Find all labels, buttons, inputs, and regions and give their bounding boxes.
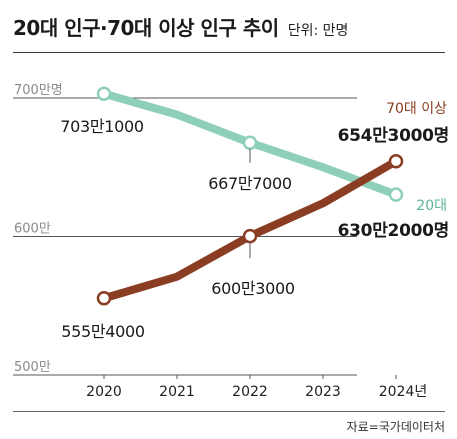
chart-title-block: 20대 인구·70대 이상 인구 추이 단위: 만명 bbox=[13, 12, 348, 41]
x-tick-label: 2020 bbox=[86, 384, 122, 400]
chart-title: 20대 인구·70대 이상 인구 추이 bbox=[13, 16, 279, 40]
data-value-label: 654만3000명 bbox=[338, 126, 449, 146]
footer-divider bbox=[13, 411, 445, 412]
series-label-seventies-plus: 70대 이상 bbox=[386, 101, 447, 117]
x-tick-label: 2023 bbox=[305, 384, 341, 400]
x-tick-label: 2022 bbox=[232, 384, 268, 400]
data-point-marker bbox=[242, 135, 258, 150]
source-note: 자료=국가데이터처 bbox=[346, 420, 445, 434]
x-tick-label: 2024년 bbox=[379, 384, 428, 400]
data-value-label: 667만7000 bbox=[208, 174, 292, 193]
data-point-marker bbox=[96, 291, 112, 306]
data-point-marker bbox=[388, 154, 404, 169]
unit-label: 단위: 만명 bbox=[287, 23, 349, 39]
x-tick-label: 2021 bbox=[159, 384, 195, 400]
series-label-twenties: 20대 bbox=[416, 198, 447, 214]
data-value-label: 630만2000명 bbox=[338, 221, 449, 241]
title-divider bbox=[13, 52, 445, 53]
data-value-label: 703만1000 bbox=[60, 117, 144, 136]
data-point-marker bbox=[96, 86, 112, 101]
y-tick-label: 500만 bbox=[14, 360, 51, 375]
data-value-label: 555만4000 bbox=[61, 322, 145, 341]
y-tick-label: 700만명 bbox=[14, 83, 63, 98]
data-value-label: 600만3000 bbox=[211, 279, 295, 298]
y-tick-label: 600만 bbox=[14, 222, 51, 237]
data-point-marker bbox=[242, 228, 258, 244]
data-point-marker bbox=[388, 187, 404, 202]
